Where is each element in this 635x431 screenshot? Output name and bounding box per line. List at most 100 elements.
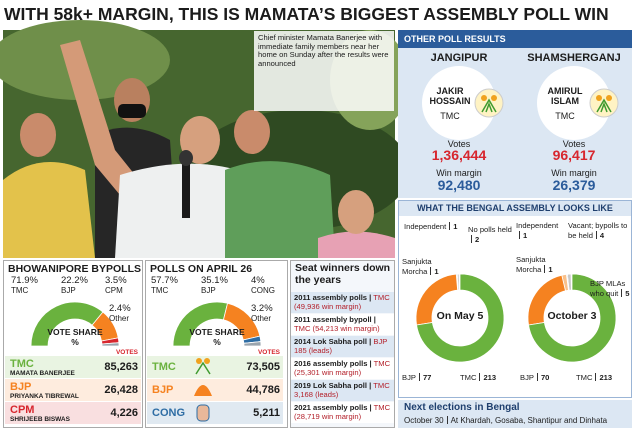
result: TMC (28,719 win margin)	[294, 403, 391, 421]
seat-winner-row: 2021 assembly polls | TMC (28,719 win ma…	[294, 403, 392, 421]
separator	[544, 264, 546, 273]
chart-title: BHOWANIPORE BYPOLLS	[8, 263, 142, 275]
separator	[595, 373, 597, 381]
category-label: TMC	[460, 373, 477, 382]
party-name: TMC	[440, 111, 460, 121]
segment-label: Vacant; bypolls to be held 4	[568, 221, 630, 240]
party-symbol	[204, 358, 210, 364]
party-symbol	[196, 358, 202, 364]
candidate-name: JAKIR HOSSAIN	[429, 86, 471, 107]
value-label: 4	[599, 230, 605, 240]
value-label: 1	[523, 230, 528, 240]
votes-value: 96,417	[552, 147, 596, 163]
seat-winner-row: 2011 assembly bypoll | TMC (54,213 win m…	[294, 315, 392, 333]
photo	[0, 20, 410, 258]
separator	[430, 266, 432, 275]
votes-label: Votes	[562, 139, 586, 149]
center-label: VOTE SHARE %	[189, 327, 245, 347]
constituency: SHAMSHERGANJ	[527, 52, 621, 64]
candidate-name: SHRIJEEB BISWAS	[10, 416, 70, 423]
segment	[243, 341, 262, 347]
row-background	[291, 358, 394, 379]
separator	[621, 288, 623, 297]
segment-label: BJP MLAs who quit 5	[590, 279, 632, 298]
center-label: VOTE SHARE %	[47, 327, 103, 347]
separator	[446, 416, 448, 424]
row-background	[5, 356, 141, 378]
value-label: 213	[599, 373, 613, 382]
category-label: TMC	[576, 373, 593, 382]
party-name: TMC	[555, 111, 575, 121]
center-label: On May 5	[436, 310, 484, 322]
party-name: CPM	[10, 404, 35, 416]
panel-header	[399, 201, 631, 216]
segment-label: Sanjukta Morcha 1	[516, 255, 562, 274]
row-background	[147, 379, 283, 401]
category-label: Independent	[516, 221, 559, 230]
event: 2011 assembly polls |	[294, 293, 372, 302]
panel	[398, 400, 632, 428]
separator	[536, 373, 538, 381]
value-label: 71.9%	[11, 275, 38, 286]
value-label: 2	[475, 234, 480, 244]
constituency: JANGIPUR	[430, 52, 488, 64]
margin-label: Win margin	[551, 168, 597, 178]
seat-winner-row: 2014 Lok Sabha poll | BJP 185 (leads)	[294, 337, 392, 355]
election-date: October 30	[404, 416, 444, 425]
party-symbol	[481, 95, 612, 113]
panel-title: WHAT THE BENGAL ASSEMBLY LOOKS LIKE	[417, 203, 613, 213]
votes-value: 26,428	[104, 384, 138, 396]
candidate-circle	[537, 66, 611, 140]
row-background	[5, 379, 141, 401]
votes-value: 1,36,444	[431, 147, 487, 163]
segment	[528, 273, 617, 363]
event: 2019 Lok Sabha poll |	[294, 381, 372, 390]
page-title: WITH 58k+ MARGIN, THIS IS MAMATA’S BIGGE…	[4, 4, 609, 24]
seat-winner-row: 2016 assembly polls | TMC (25,301 win ma…	[294, 359, 392, 377]
category-label: BJP	[520, 373, 534, 382]
category-label: BJP	[61, 286, 76, 295]
result: TMC (25,301 win margin)	[294, 359, 391, 377]
result: TMC 3,168 (leads)	[294, 381, 390, 399]
value-label: 2.4%	[109, 303, 131, 314]
votes-value: 44,786	[246, 384, 280, 396]
value-label: 1	[453, 222, 458, 231]
seat-winner-row: 2019 Lok Sabha poll | TMC 3,168 (leads)	[294, 381, 392, 399]
event: 2021 assembly polls |	[294, 403, 372, 412]
separator	[519, 230, 520, 239]
footer-text: October 30 At Khardah, Gosaba, Shantipur …	[404, 416, 607, 426]
category-label: Independent	[404, 222, 447, 231]
separator	[595, 230, 597, 239]
party-symbol	[195, 361, 211, 375]
value-label: 3.2%	[251, 303, 273, 314]
value-label: 5	[625, 288, 630, 298]
event: 2011 assembly bypoll |	[294, 315, 376, 324]
value-label: 3.5%	[105, 275, 127, 286]
segment-label: Sanjukta Morcha 1	[402, 257, 450, 276]
value-label: 77	[422, 373, 432, 382]
votes-value: 85,263	[104, 361, 138, 373]
footer-title: Next elections in Bengal	[404, 402, 520, 413]
segment-label: TMC 213	[460, 373, 515, 383]
value-label: 35.1%	[201, 275, 228, 286]
separator	[471, 234, 472, 243]
row-background	[291, 402, 394, 423]
party-name: BJP	[152, 384, 174, 396]
segment	[416, 273, 505, 363]
category-label: Other	[251, 314, 272, 323]
category-label: Vacant; bypolls to be held	[568, 221, 628, 240]
party-symbol	[194, 385, 212, 396]
election-places: At Khardah, Gosaba, Shantipur and Dinhat…	[450, 416, 608, 425]
event: 2016 assembly polls |	[294, 359, 372, 368]
value-label: 57.7%	[151, 275, 178, 286]
panel	[145, 260, 288, 428]
category-label: No polls held	[468, 225, 512, 234]
category-label: TMC	[151, 286, 169, 295]
row-background	[147, 402, 283, 424]
table-header: VOTES	[257, 349, 280, 356]
votes-value: 5,211	[253, 407, 280, 419]
category-label: Other	[109, 314, 130, 323]
row-background	[5, 402, 141, 424]
margin-value: 92,480	[437, 177, 481, 193]
